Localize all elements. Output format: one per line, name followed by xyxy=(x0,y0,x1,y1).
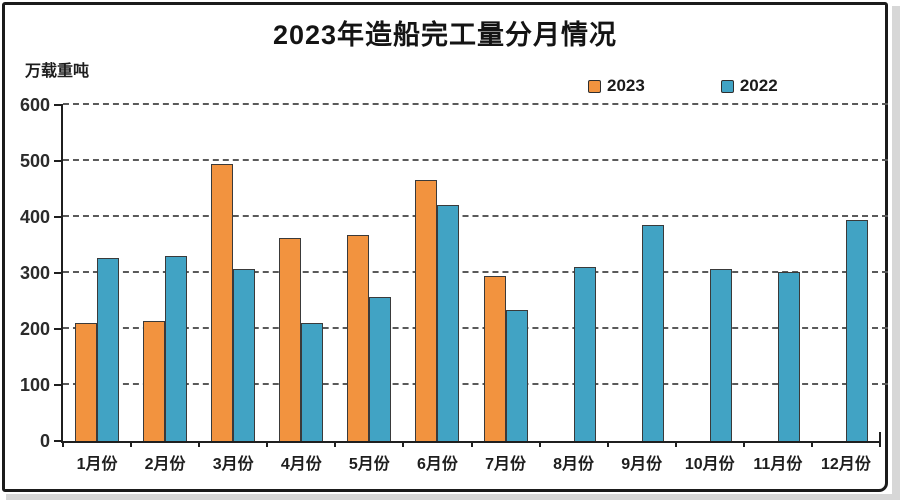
y-axis-label-400: 400 xyxy=(19,207,50,227)
plot-area: 0 100 200 300 400 500 600 1月份 2月份 3月份 4月份 5月份 6月份 7月份… xyxy=(20,96,888,473)
bar-2022-11月份 xyxy=(777,271,800,441)
x-axis-tick-1 xyxy=(130,441,133,447)
category-slot-1月份 xyxy=(63,105,131,441)
x-axis-tick-6 xyxy=(470,441,473,447)
category-slot-7月份 xyxy=(472,105,540,441)
bar-2023-3月份 xyxy=(211,163,234,441)
bar-2022-10月份 xyxy=(709,269,732,441)
bar-2023-4月份 xyxy=(279,237,302,441)
x-axis-tick-4 xyxy=(334,441,337,447)
legend-item-2023: 2023 xyxy=(588,76,645,96)
y-axis-tick-200 xyxy=(54,328,63,330)
x-axis-tick-11 xyxy=(810,441,813,447)
bar-2023-1月份 xyxy=(75,323,98,441)
x-axis-label-8月份: 8月份 xyxy=(553,456,595,473)
outer-margin-bottom xyxy=(6,494,900,500)
bar-2022-5月份 xyxy=(369,296,392,441)
y-axis-label-100: 100 xyxy=(19,375,50,395)
x-axis-tick-3 xyxy=(266,441,269,447)
category-slot-11月份 xyxy=(744,105,812,441)
gridline-500 xyxy=(63,159,888,161)
category-slot-9月份 xyxy=(608,105,676,441)
x-axis-label-9月份: 9月份 xyxy=(621,456,663,473)
bar-2022-7月份 xyxy=(505,309,528,441)
x-axis-end-tick xyxy=(879,432,881,441)
x-axis-tick-0 xyxy=(62,441,64,447)
bar-2023-6月份 xyxy=(415,180,438,441)
x-axis-label-3月份: 3月份 xyxy=(212,456,254,473)
x-axis-label-7月份: 7月份 xyxy=(485,456,526,473)
x-axis-tick-9 xyxy=(674,441,677,447)
x-axis-label-5月份: 5月份 xyxy=(348,456,390,473)
bar-2023-7月份 xyxy=(483,275,506,441)
legend-swatch-2022-icon xyxy=(720,79,734,93)
x-axis-tick-7 xyxy=(538,441,541,447)
legend-swatch-2023-icon xyxy=(588,79,601,93)
y-axis-tick-500 xyxy=(54,160,63,162)
legend-label-2022: 2022 xyxy=(739,76,778,95)
gridline-400 xyxy=(63,215,888,217)
x-axis-label-6月份: 6月份 xyxy=(416,456,458,473)
category-slot-12月份 xyxy=(812,105,880,441)
y-axis-tick-600 xyxy=(54,104,63,106)
bar-2022-3月份 xyxy=(233,269,256,441)
bar-2023-5月份 xyxy=(347,234,370,441)
x-axis-label-11月份: 11月份 xyxy=(753,456,803,473)
bar-2023-2月份 xyxy=(143,321,166,441)
x-axis-tick-2 xyxy=(198,441,201,447)
category-slot-3月份 xyxy=(199,105,267,441)
category-slot-6月份 xyxy=(403,105,471,441)
x-axis-tick-10 xyxy=(742,441,745,447)
legend-item-2022: 2022 xyxy=(720,76,778,96)
bar-2022-4月份 xyxy=(301,322,324,441)
y-axis-label-600: 600 xyxy=(19,95,50,115)
gridline-600 xyxy=(63,103,888,105)
y-axis-label-0: 0 xyxy=(39,431,50,451)
x-axis-label-2月份: 2月份 xyxy=(144,456,186,473)
outer-margin-right xyxy=(892,6,900,500)
bar-2022-8月份 xyxy=(573,267,596,441)
gridline-100 xyxy=(63,383,888,385)
x-axis-tick-5 xyxy=(402,441,405,447)
category-slot-8月份 xyxy=(540,105,608,441)
y-axis-unit-label: 万载重吨 xyxy=(25,63,90,80)
y-axis-tick-100 xyxy=(54,384,63,386)
category-slot-5月份 xyxy=(335,105,403,441)
chart-frame: 2023年造船完工量分月情况 万载重吨 2023 2022 0 100 200 300… xyxy=(2,2,888,492)
bar-2022-6月份 xyxy=(437,205,460,441)
legend: 2023 2022 xyxy=(588,76,778,96)
y-axis-label-500: 500 xyxy=(19,151,50,171)
x-axis-tick-8 xyxy=(606,441,609,447)
gridline-300 xyxy=(63,271,888,273)
x-axis-label-10月份: 10月份 xyxy=(684,456,735,473)
y-axis-label-200: 200 xyxy=(19,319,50,339)
bar-2022-2月份 xyxy=(165,256,188,441)
legend-label-2023: 2023 xyxy=(607,76,645,95)
x-axis-label-4月份: 4月份 xyxy=(280,456,322,473)
x-axis-tick-12 xyxy=(879,441,881,447)
chart-title: 2023年造船完工量分月情况 xyxy=(272,20,618,50)
bar-2022-1月份 xyxy=(97,258,120,441)
x-axis-label-1月份: 1月份 xyxy=(76,456,118,473)
y-axis-tick-400 xyxy=(54,216,63,218)
category-slot-2月份 xyxy=(131,105,199,441)
bar-2022-9月份 xyxy=(641,224,664,441)
bar-2022-12月份 xyxy=(845,220,868,441)
y-axis-label-300: 300 xyxy=(19,263,50,283)
category-slot-4月份 xyxy=(267,105,335,441)
category-slot-10月份 xyxy=(676,105,744,441)
y-axis-tick-300 xyxy=(54,272,63,274)
y-axis-tick-0 xyxy=(54,440,63,442)
gridline-200 xyxy=(63,327,888,329)
x-axis-label-12月份: 12月份 xyxy=(821,456,871,473)
